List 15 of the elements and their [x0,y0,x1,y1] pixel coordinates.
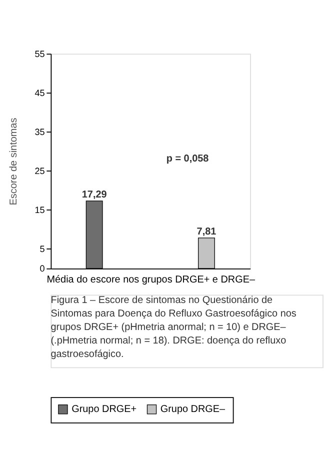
y-tick-label: 25 [34,166,45,176]
y-tick-label: 35 [34,126,45,137]
data-label: 7,81 [196,226,217,238]
legend-label: Grupo DRGE+ [72,404,137,416]
y-tick-label: 5 [40,244,45,254]
y-tick-label: 15 [34,205,45,216]
legend-label: Grupo DRGE– [160,404,226,416]
y-axis-title: Escore de sintomas [8,118,20,206]
y-tick-label: 45 [34,88,45,98]
data-label: 17,29 [82,189,108,200]
y-tick-label: 0 [40,264,45,274]
text: Figura 1 – Escore de sintomas no Questionário de Sintomas para Doença do Refluxo Gastroesofágico nos grupos DRGE+ (pHmetria anormal; n = 10) e DRGE– (.pHmetria normal; n = 18). DRGE: doença do refluxo gastroesofágico. [50,294,296,360]
y-tick-label: 55 [34,48,45,59]
annotation: p = 0,058 [166,154,210,165]
x-axis-title: Média do escore nos grupos DRGE+ e DRGE– [46,274,256,286]
